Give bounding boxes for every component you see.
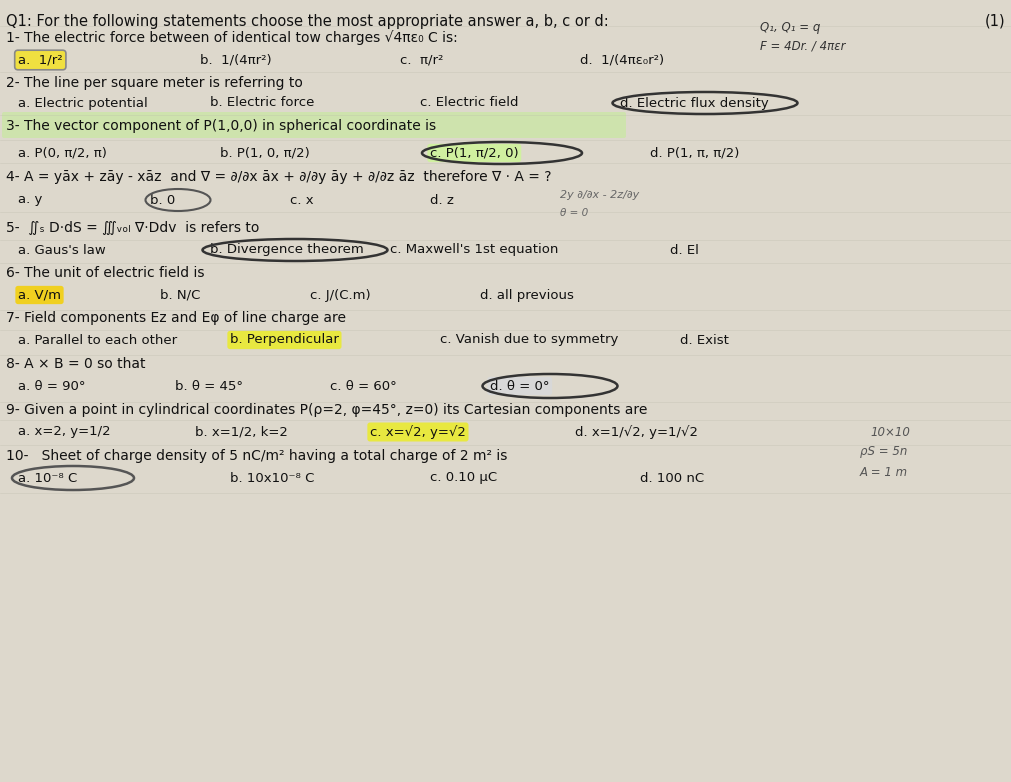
Text: 3- The vector component of P(1,0,0) in spherical coordinate is: 3- The vector component of P(1,0,0) in s…: [6, 119, 436, 133]
Text: 1- The electric force between of identical tow charges √4πε₀ C is:: 1- The electric force between of identic…: [6, 30, 457, 45]
Text: c. θ = 60°: c. θ = 60°: [330, 379, 396, 393]
Text: a. Electric potential: a. Electric potential: [18, 96, 148, 109]
Text: 7- Field components Ez and Eφ of line charge are: 7- Field components Ez and Eφ of line ch…: [6, 311, 346, 325]
Text: 10-   Sheet of charge density of 5 nC/m² having a total charge of 2 m² is: 10- Sheet of charge density of 5 nC/m² h…: [6, 449, 507, 463]
Text: 10×10: 10×10: [869, 425, 909, 439]
FancyBboxPatch shape: [2, 112, 626, 138]
Text: b. θ = 45°: b. θ = 45°: [175, 379, 243, 393]
Text: c.  π/r²: c. π/r²: [399, 53, 443, 66]
Text: c. J/(C.m): c. J/(C.m): [309, 289, 370, 302]
Text: c. P(1, π/2, 0): c. P(1, π/2, 0): [430, 146, 518, 160]
Text: a. Parallel to each other: a. Parallel to each other: [18, 333, 177, 346]
Text: d.  1/(4πε₀r²): d. 1/(4πε₀r²): [579, 53, 663, 66]
Text: (1): (1): [984, 14, 1004, 29]
Text: d. Exist: d. Exist: [679, 333, 728, 346]
Text: ρS = 5n: ρS = 5n: [859, 446, 907, 458]
Text: b. x=1/2, k=2: b. x=1/2, k=2: [195, 425, 287, 439]
Text: Q₁, Q₁ = q: Q₁, Q₁ = q: [759, 21, 820, 34]
Text: d. El: d. El: [669, 243, 699, 256]
Text: a. P(0, π/2, π): a. P(0, π/2, π): [18, 146, 107, 160]
Text: 8- A × B = 0 so that: 8- A × B = 0 so that: [6, 357, 146, 371]
Text: c. Maxwell's 1st equation: c. Maxwell's 1st equation: [389, 243, 558, 256]
Text: b. 10x10⁻⁸ C: b. 10x10⁻⁸ C: [229, 472, 314, 485]
Text: b. Electric force: b. Electric force: [210, 96, 314, 109]
Text: c. 0.10 μC: c. 0.10 μC: [430, 472, 496, 485]
Text: c. x: c. x: [290, 193, 313, 206]
Text: a.  1/r²: a. 1/r²: [18, 53, 63, 66]
Text: b. 0: b. 0: [150, 193, 175, 206]
Text: d. Electric flux density: d. Electric flux density: [620, 96, 768, 109]
Text: 2- The line per square meter is referring to: 2- The line per square meter is referrin…: [6, 76, 302, 90]
Text: 5-  ∬ₛ D·dS = ∭ᵥₒₗ ∇·Ddv  is refers to: 5- ∬ₛ D·dS = ∭ᵥₒₗ ∇·Ddv is refers to: [6, 221, 259, 235]
Text: 2y ∂/∂x - 2z/∂y: 2y ∂/∂x - 2z/∂y: [559, 190, 639, 200]
Text: 9- Given a point in cylindrical coordinates P(ρ=2, φ=45°, z=0) its Cartesian com: 9- Given a point in cylindrical coordina…: [6, 403, 647, 417]
Text: a. y: a. y: [18, 193, 42, 206]
Text: 4- A = yāx + zāy - xāz  and ∇ = ∂/∂x āx + ∂/∂y āy + ∂/∂z āz  therefore ∇ · A = ?: 4- A = yāx + zāy - xāz and ∇ = ∂/∂x āx +…: [6, 170, 551, 184]
Text: Q1: For the following statements choose the most appropriate answer a, b, c or d: Q1: For the following statements choose …: [6, 14, 609, 29]
Text: b. Perpendicular: b. Perpendicular: [229, 333, 339, 346]
Text: c. x=√2, y=√2: c. x=√2, y=√2: [370, 425, 465, 439]
Text: a. V/m: a. V/m: [18, 289, 61, 302]
Text: b. P(1, 0, π/2): b. P(1, 0, π/2): [219, 146, 309, 160]
Text: d. x=1/√2, y=1/√2: d. x=1/√2, y=1/√2: [574, 425, 698, 439]
Text: c. Vanish due to symmetry: c. Vanish due to symmetry: [440, 333, 618, 346]
Text: a. x=2, y=1/2: a. x=2, y=1/2: [18, 425, 110, 439]
Text: a. 10⁻⁸ C: a. 10⁻⁸ C: [18, 472, 77, 485]
Text: b.  1/(4πr²): b. 1/(4πr²): [200, 53, 271, 66]
Text: d. 100 nC: d. 100 nC: [639, 472, 704, 485]
Text: c. Electric field: c. Electric field: [420, 96, 518, 109]
Text: 6- The unit of electric field is: 6- The unit of electric field is: [6, 266, 204, 280]
Text: d. P(1, π, π/2): d. P(1, π, π/2): [649, 146, 739, 160]
Text: d. all previous: d. all previous: [479, 289, 573, 302]
Text: F = 4Dr. / 4πεr: F = 4Dr. / 4πεr: [759, 40, 844, 52]
Text: b. Divergence theorem: b. Divergence theorem: [210, 243, 363, 256]
Text: d. z: d. z: [430, 193, 453, 206]
Text: θ = 0: θ = 0: [559, 208, 587, 218]
Text: a. θ = 90°: a. θ = 90°: [18, 379, 85, 393]
Text: d. θ = 0°: d. θ = 0°: [489, 379, 549, 393]
Text: b. N/C: b. N/C: [160, 289, 200, 302]
Text: a. Gaus's law: a. Gaus's law: [18, 243, 105, 256]
Text: A = 1 m: A = 1 m: [859, 465, 907, 479]
